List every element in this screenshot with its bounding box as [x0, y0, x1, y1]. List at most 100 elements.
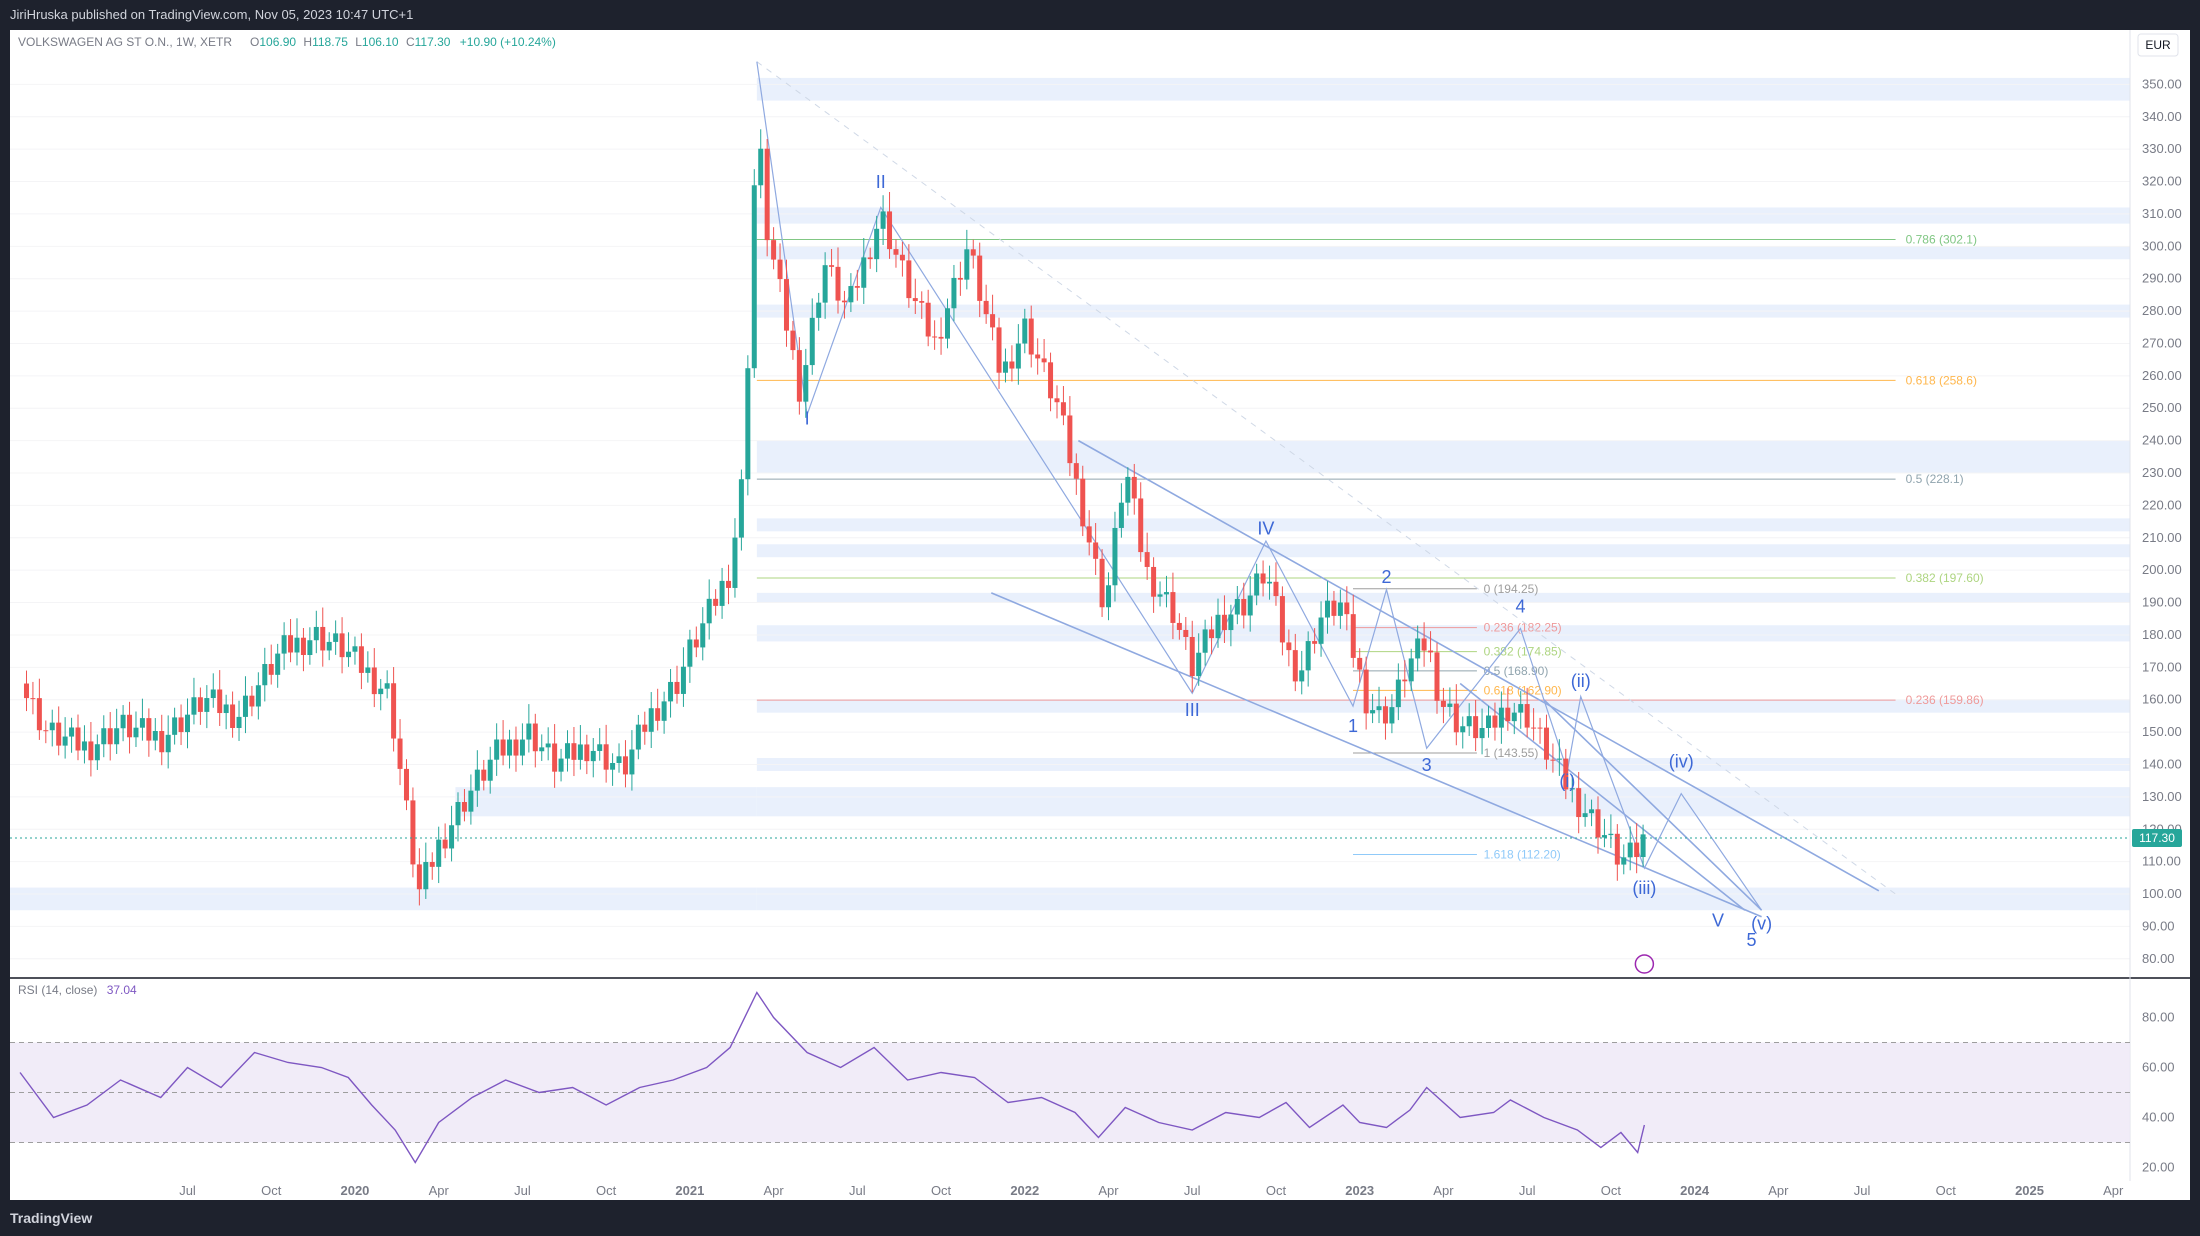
- candle-body: [1196, 652, 1202, 677]
- trend-line: [990, 592, 1762, 918]
- candle-body: [822, 265, 828, 303]
- tradingview-logo: TradingView: [10, 1210, 93, 1226]
- rsi-tick-label: 60.00: [2142, 1060, 2175, 1075]
- candle-body: [81, 741, 87, 751]
- candle-body: [983, 300, 989, 315]
- wave-label: (iv): [1669, 752, 1694, 772]
- candle-body: [1106, 585, 1112, 608]
- fib-retracement: 0.786 (302.1) 0.618 (258.6) 0.5 (228.1) 0.3…: [756, 233, 1984, 862]
- candle-body: [1601, 835, 1607, 838]
- wave-label: V: [1712, 910, 1724, 930]
- candle-body: [43, 730, 49, 732]
- candle-body: [513, 739, 519, 756]
- candle-body: [1144, 552, 1150, 567]
- candle-body: [487, 759, 493, 781]
- candle-body: [500, 739, 506, 756]
- wave-label: 1: [1348, 716, 1358, 736]
- candle-body: [1260, 573, 1266, 584]
- rsi-pane[interactable]: 20.00 40.00 60.00 80.00: [10, 991, 2175, 1175]
- candle-body: [230, 704, 236, 728]
- candle-body: [1415, 638, 1421, 659]
- candle-body: [751, 185, 757, 369]
- candle-body: [809, 317, 815, 366]
- candle-body: [893, 249, 899, 255]
- price-tick-label: 180.00: [2142, 627, 2182, 642]
- price-series: [10, 129, 2130, 906]
- candle-body: [62, 736, 68, 746]
- candle-body: [1189, 636, 1195, 677]
- trend-line: [1543, 699, 1763, 911]
- candle-body: [403, 768, 409, 801]
- candle-body: [1299, 670, 1305, 682]
- candle-body: [94, 744, 100, 761]
- price-tick-label: 150.00: [2142, 724, 2182, 739]
- candle-body: [764, 148, 770, 241]
- rsi-tick-label: 20.00: [2142, 1160, 2175, 1175]
- candle-body: [49, 722, 55, 731]
- candle-body: [242, 695, 248, 717]
- candle-body: [1582, 813, 1588, 818]
- candle-body: [1312, 641, 1318, 644]
- chart-area[interactable]: 0.786 (302.1) 0.618 (258.6) 0.5 (228.1) 0.3…: [10, 30, 2190, 1200]
- currency-button[interactable]: [2137, 33, 2179, 57]
- candle-body: [944, 308, 950, 339]
- candle-body: [1279, 596, 1285, 643]
- candle-body: [622, 756, 628, 775]
- time-axis[interactable]: Jul Oct 2020 Apr Jul Oct 2021 Apr Jul Oct 2022 Apr J…: [179, 1183, 2124, 1198]
- footer-bar: TradingView: [0, 1200, 2200, 1236]
- candle-body: [23, 683, 29, 699]
- time-tick-label: Apr: [1433, 1183, 1454, 1198]
- fib-small-label: 0.236 (182.25): [1484, 621, 1562, 635]
- candle-body: [1048, 362, 1054, 399]
- candle-body: [1498, 707, 1504, 728]
- candle-body: [468, 790, 474, 812]
- time-tick-label: Jul: [1184, 1183, 1201, 1198]
- grid: [10, 83, 2190, 979]
- price-tick-label: 290.00: [2142, 271, 2182, 286]
- candle-body: [1460, 726, 1466, 733]
- candle-body: [1479, 728, 1485, 739]
- fib-level-label: 0.236 (159.86): [1906, 693, 1984, 707]
- candle-body: [1221, 614, 1227, 631]
- wave-label: (v): [1751, 914, 1772, 934]
- candle-body: [874, 228, 880, 260]
- time-tick-label: Oct: [1266, 1183, 1287, 1198]
- candle-body: [1634, 842, 1640, 858]
- candle-body: [1176, 622, 1182, 630]
- candle-body: [732, 537, 738, 588]
- candle-body: [1589, 809, 1595, 814]
- candle-body: [687, 639, 693, 667]
- candle-body: [197, 697, 203, 712]
- price-axis[interactable]: 80.0090.00100.00110.00120.00130.00140.00…: [2129, 30, 2182, 1181]
- candle-body: [1170, 592, 1176, 623]
- candle-body: [1473, 716, 1479, 739]
- candle-body: [384, 683, 390, 689]
- candle-body: [642, 724, 648, 732]
- candle-body: [307, 640, 313, 656]
- zone: [756, 787, 2131, 817]
- candle-body: [442, 839, 448, 849]
- candle-body: [75, 727, 81, 751]
- candle-body: [1524, 704, 1530, 728]
- candle-body: [1209, 629, 1215, 639]
- candle-body: [223, 704, 229, 714]
- fib-level-label: 0.618 (258.6): [1906, 373, 1977, 387]
- candle-body: [1183, 629, 1189, 637]
- candle-body: [964, 249, 970, 280]
- last-price-label: 117.30: [2139, 831, 2175, 845]
- price-chart[interactable]: 0.786 (302.1) 0.618 (258.6) 0.5 (228.1) 0.3…: [10, 30, 2190, 1200]
- candle-body: [416, 864, 422, 890]
- candle-body: [925, 302, 931, 337]
- wave-label: IV: [1257, 519, 1274, 539]
- candle-body: [313, 626, 319, 641]
- last-price-badge: [2132, 829, 2182, 848]
- candle-body: [101, 728, 107, 745]
- candle-body: [700, 623, 706, 648]
- candle-body: [706, 598, 712, 624]
- candle-body: [1035, 354, 1041, 359]
- price-tick-label: 90.00: [2142, 918, 2175, 933]
- candle-body: [597, 744, 603, 751]
- candle-body: [56, 722, 62, 746]
- price-tick-label: 230.00: [2142, 465, 2182, 480]
- candle-body: [1054, 398, 1060, 403]
